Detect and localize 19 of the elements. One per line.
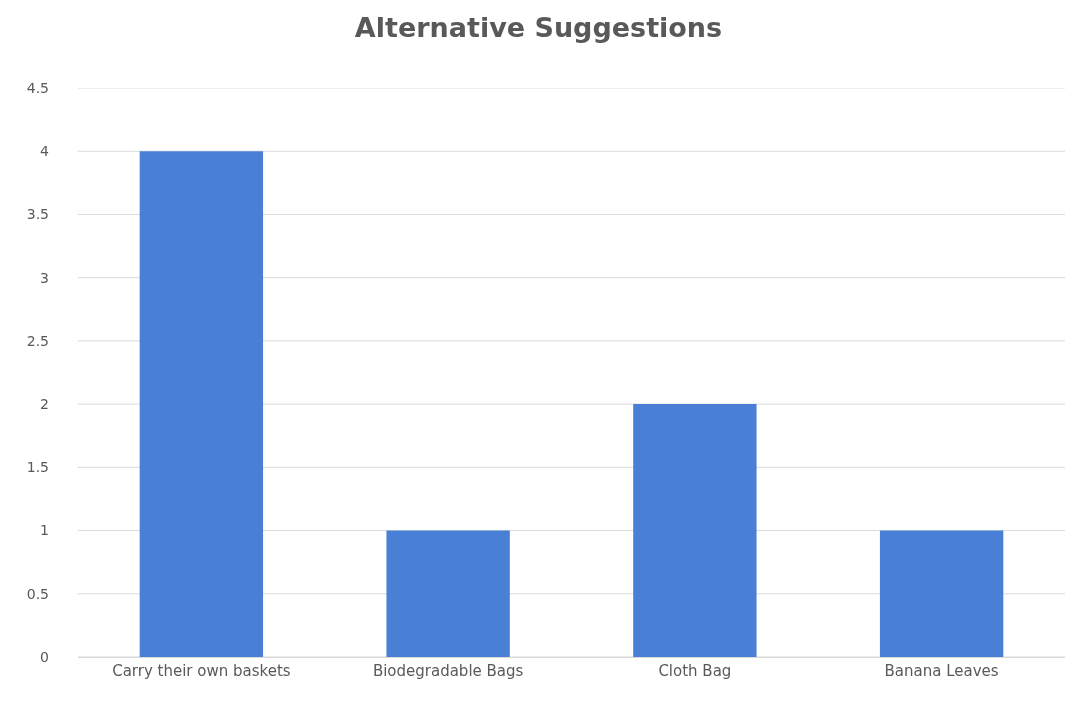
x-tick-label: Cloth Bag xyxy=(658,662,732,680)
y-tick-label: 0 xyxy=(40,648,49,665)
chart-title: Alternative Suggestions xyxy=(354,11,723,43)
bar xyxy=(139,151,264,657)
y-tick-label: 1 xyxy=(40,522,49,539)
x-tick-label: Banana Leaves xyxy=(884,662,999,680)
x-tick-label: Biodegradable Bags xyxy=(372,662,524,680)
bar xyxy=(386,530,510,657)
bar xyxy=(879,530,1004,657)
bar xyxy=(633,404,757,657)
y-tick-label: 4.5 xyxy=(26,79,49,96)
y-tick-label: 2 xyxy=(40,396,49,413)
y-tick-label: 2.5 xyxy=(26,332,49,349)
y-tick-label: 3 xyxy=(40,269,49,286)
y-tick-label: 3.5 xyxy=(26,206,49,223)
y-tick-label: 0.5 xyxy=(26,585,49,602)
y-tick-label: 4 xyxy=(40,143,50,160)
x-tick-label: Carry their own baskets xyxy=(112,662,291,680)
y-tick-label: 1.5 xyxy=(26,459,49,476)
